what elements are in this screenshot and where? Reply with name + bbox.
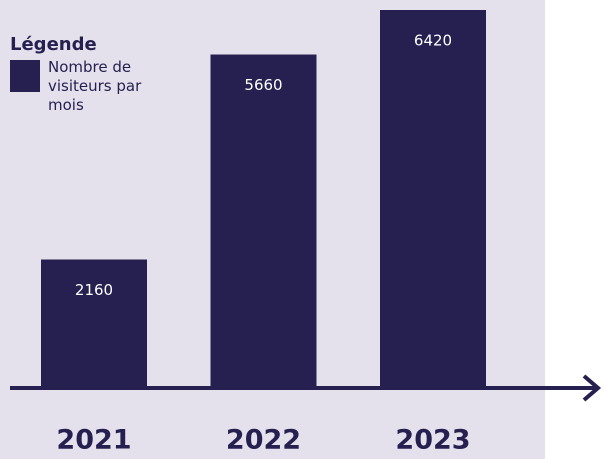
legend-swatch xyxy=(10,60,40,92)
x-tick-label: 2021 xyxy=(56,425,131,456)
bar xyxy=(380,10,486,386)
legend-label: Nombre de visiteurs par mois xyxy=(48,58,142,114)
x-tick-label: 2022 xyxy=(226,425,301,456)
bar xyxy=(210,54,317,387)
legend-title: Légende xyxy=(10,34,97,55)
x-tick-label: 2023 xyxy=(395,425,470,456)
value-label: 5660 xyxy=(244,76,282,94)
value-label: 6420 xyxy=(414,32,452,50)
axis-arrow xyxy=(582,374,602,402)
bar xyxy=(41,259,147,386)
value-label: 2160 xyxy=(75,281,113,299)
